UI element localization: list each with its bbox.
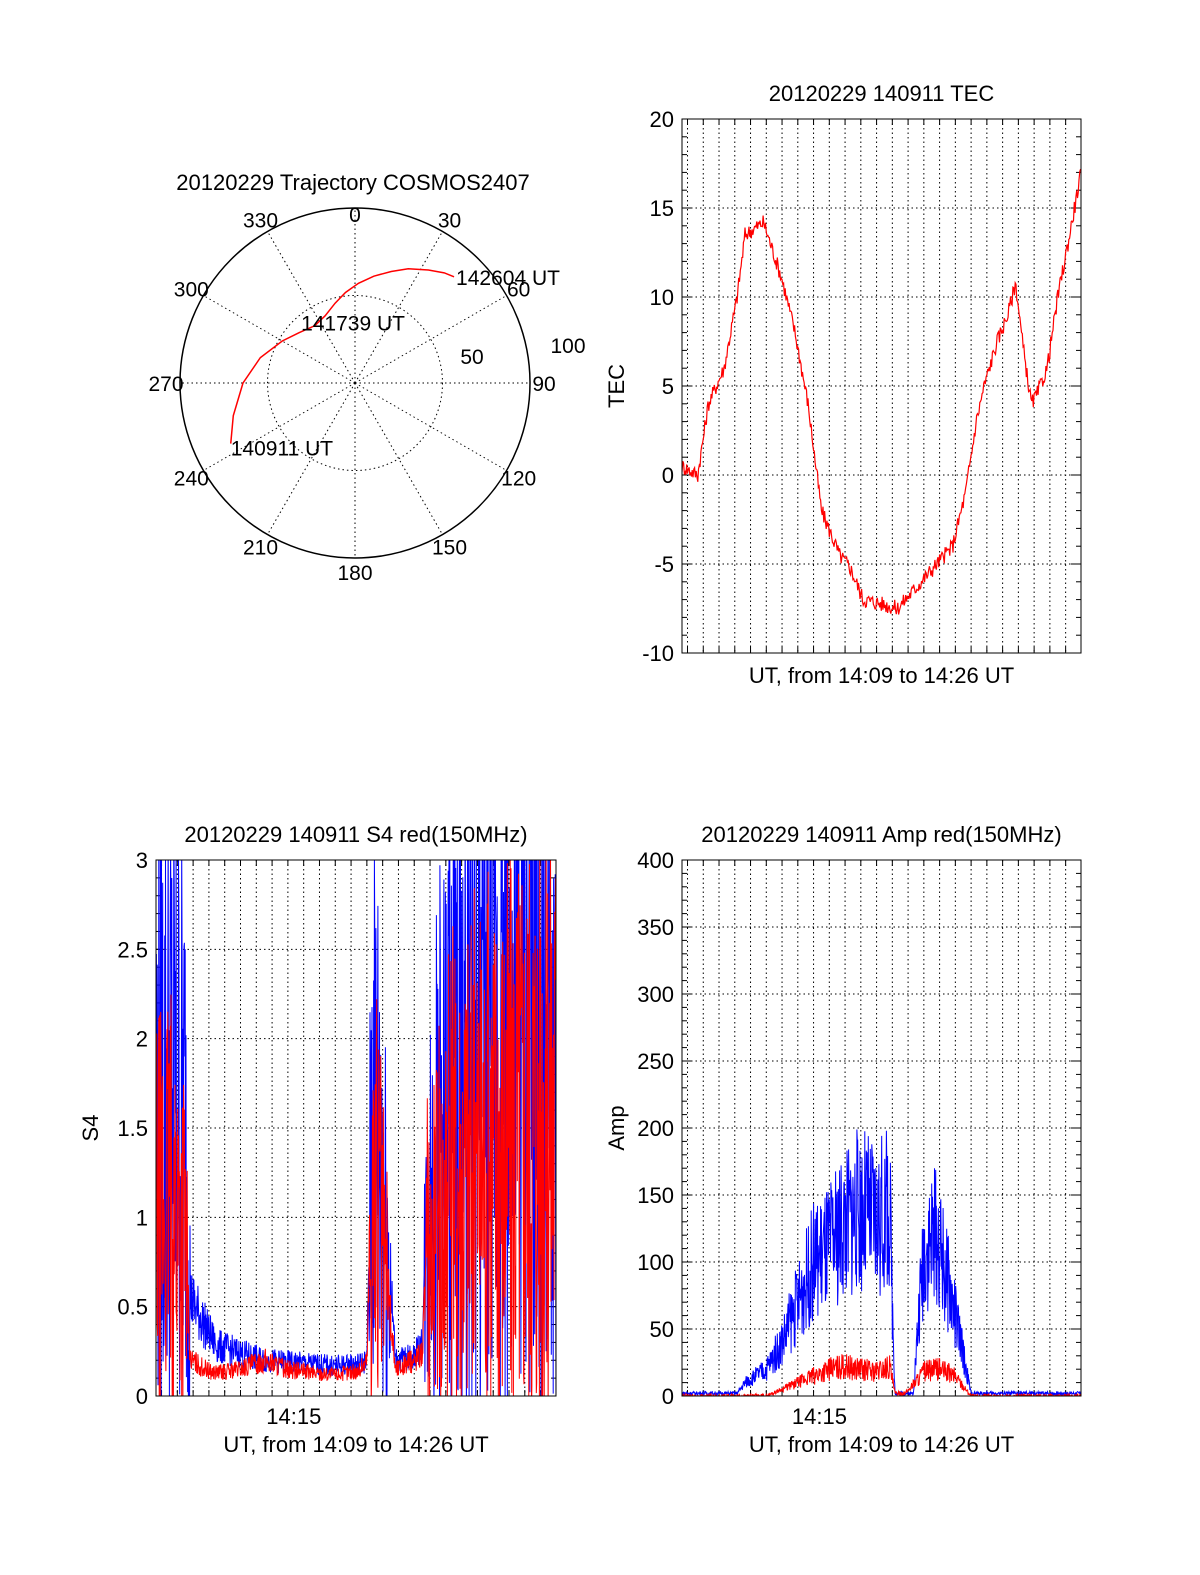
y-tick-label: 5 [662, 374, 674, 399]
y-tick-label: 1 [136, 1205, 148, 1230]
y-tick-label: 10 [650, 285, 674, 310]
y-tick-label: 2 [136, 1027, 148, 1052]
y-tick-label: -10 [642, 641, 674, 666]
y-tick-label: 400 [637, 848, 674, 873]
polar-angle-label: 120 [501, 468, 536, 491]
polar-angle-label: 300 [174, 279, 209, 302]
polar-angle-label: 90 [532, 373, 555, 396]
y-axis-label: S4 [78, 1115, 103, 1142]
polar-ring-50 [267, 295, 443, 471]
series-line [156, 860, 556, 1396]
series-line [682, 1129, 1081, 1396]
y-tick-label: 300 [637, 982, 674, 1007]
polar-angle-label: 180 [337, 562, 372, 585]
y-tick-label: 15 [650, 196, 674, 221]
y-tick-label: 150 [637, 1183, 674, 1208]
polar-radius-label: 100 [550, 335, 585, 358]
polar-radius-label: 50 [460, 346, 483, 369]
polar-angle-label: 270 [148, 373, 183, 396]
y-tick-label: 0 [662, 1384, 674, 1409]
series-line [682, 168, 1081, 615]
polar-angle-label: 240 [174, 468, 209, 491]
chart-1: 20120229 140911 TEC -10 -5 0 5 10 15 20 UT, from… [604, 81, 1082, 688]
polar-annotation: 140911 UT [231, 438, 334, 461]
polar-spoke [354, 231, 443, 384]
polar-angle-label: 330 [243, 209, 278, 232]
x-axis-label: UT, from 14:09 to 14:26 UT [223, 1432, 488, 1457]
polar-outer-circle [179, 207, 531, 559]
polar-annotation: 142604 UT [456, 267, 560, 290]
y-tick-label: 200 [637, 1116, 674, 1141]
y-axis-label: TEC [604, 364, 629, 408]
plot-frame [681, 118, 1082, 654]
chart-title: 20120229 140911 TEC [769, 81, 995, 106]
polar-angle-label: 0 [349, 204, 361, 227]
polar-angle-label: 60 [507, 279, 530, 302]
polar-spoke [354, 295, 507, 384]
y-axis-label: Amp [604, 1105, 629, 1150]
x-axis-label: UT, from 14:09 to 14:26 UT [749, 663, 1014, 688]
y-tick-label: 0.5 [117, 1295, 148, 1320]
plot-frame [681, 859, 1082, 1397]
y-tick-label: 50 [650, 1317, 674, 1342]
x-tick-label: 14:15 [792, 1404, 847, 1429]
series-line [682, 1354, 1081, 1396]
chart-title: 20120229 140911 Amp red(150MHz) [701, 822, 1061, 847]
polar-chart: 20120229 Trajectory COSMOS2407 0 30 60 90 120… [148, 170, 585, 585]
y-tick-label: 100 [637, 1250, 674, 1275]
y-tick-label: 1.5 [117, 1116, 148, 1141]
y-tick-label: 350 [637, 915, 674, 940]
x-tick-label: 14:15 [266, 1404, 321, 1429]
chart-3: 20120229 140911 Amp red(150MHz) 0 50 100 150… [604, 822, 1082, 1457]
polar-angle-label: 210 [243, 537, 278, 560]
polar-angle-label: 150 [432, 537, 467, 560]
polar-angle-label: 30 [438, 209, 461, 232]
series-line [156, 860, 556, 1396]
y-tick-label: 0 [662, 463, 674, 488]
y-tick-label: 0 [136, 1384, 148, 1409]
chart-2: 20120229 140911 S4 red(150MHz) 0 0.5 1 1.5 2 2… [78, 822, 557, 1457]
y-tick-label: 3 [136, 848, 148, 873]
y-tick-label: 250 [637, 1049, 674, 1074]
y-tick-label: -5 [654, 552, 674, 577]
polar-track [229, 268, 455, 444]
polar-annotation: 141739 UT [301, 313, 405, 336]
polar-title: 20120229 Trajectory COSMOS2407 [176, 170, 529, 195]
y-tick-label: 2.5 [117, 937, 148, 962]
y-tick-label: 20 [650, 107, 674, 132]
x-axis-label: UT, from 14:09 to 14:26 UT [749, 1432, 1014, 1457]
plot-frame [155, 859, 557, 1397]
chart-title: 20120229 140911 S4 red(150MHz) [184, 822, 527, 847]
